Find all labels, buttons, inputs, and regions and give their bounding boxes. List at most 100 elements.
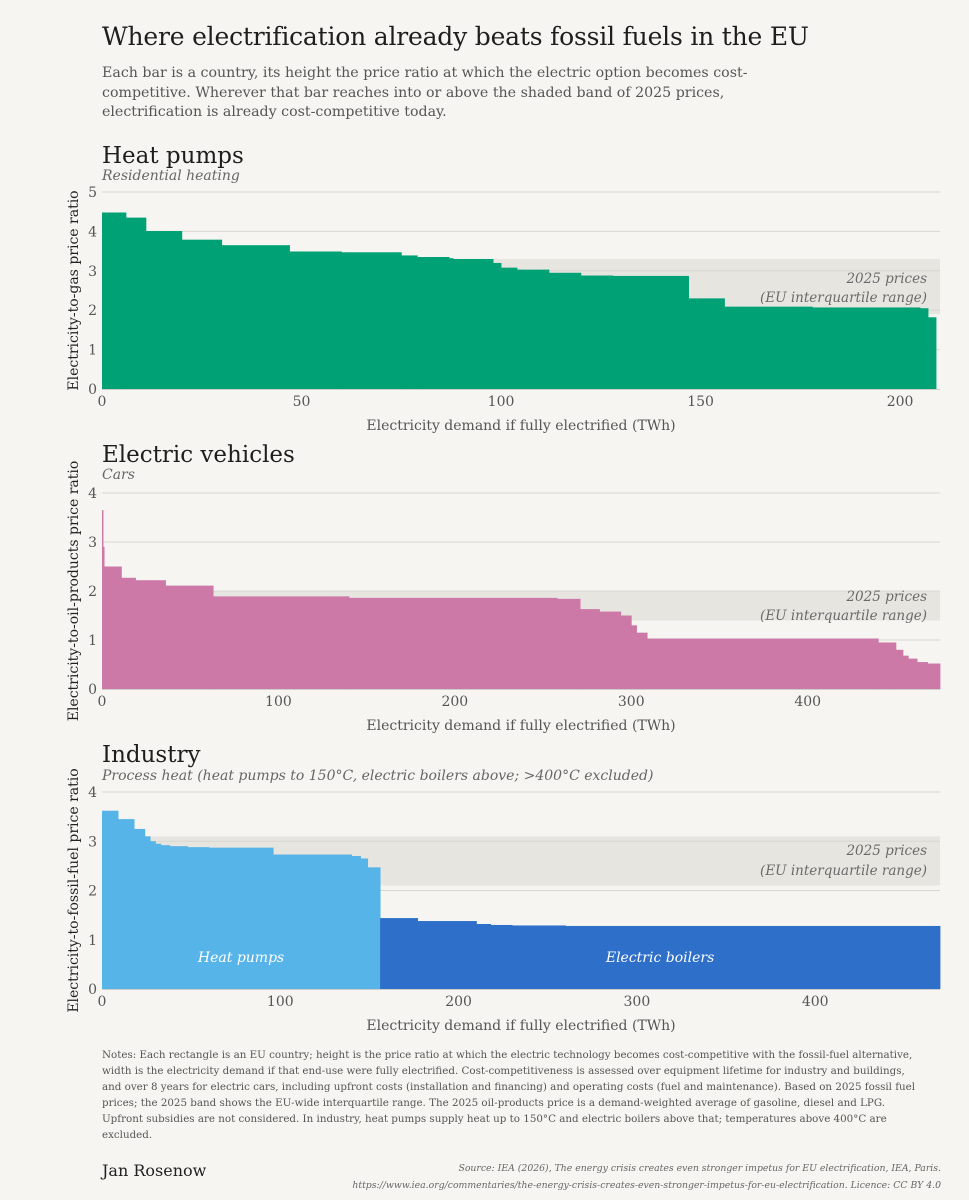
bar [125, 217, 147, 389]
bar [493, 262, 502, 389]
bar [118, 819, 135, 989]
y-tick-label: 2 [88, 303, 97, 319]
x-tick-label: 200 [441, 694, 468, 710]
bar [169, 846, 188, 989]
y-axis-label: Electricity-to-oil-products price ratio [66, 461, 82, 722]
source-line-2: https://www.iea.org/commentaries/the-ene… [352, 1180, 941, 1191]
series-electric-boilers [380, 918, 941, 989]
bar [565, 925, 941, 989]
x-tick-label: 0 [98, 394, 107, 410]
y-tick-label: 1 [88, 633, 97, 649]
bar [878, 642, 897, 689]
bar [548, 272, 582, 389]
bar [208, 847, 274, 989]
bar [289, 251, 342, 389]
x-tick-label: 0 [98, 994, 107, 1010]
bar [631, 625, 637, 689]
chart-electric-vehicles: 2025 prices (EU interquartile range) 0 1 2 3 4… [66, 442, 941, 734]
x-tick-label: 100 [265, 694, 292, 710]
x-axis-label: Electricity demand if fully electrified … [366, 1018, 675, 1034]
source-line-1: Source: IEA (2026), The energy crisis cr… [458, 1163, 941, 1174]
band-label-line-2: (EU interquartile range) [760, 608, 927, 624]
bar [341, 252, 402, 389]
band-label-line-1: 2025 prices [845, 843, 927, 859]
y-tick-label: 1 [88, 933, 97, 949]
chart-title: Industry [102, 742, 200, 768]
x-tick-label: 300 [618, 694, 645, 710]
bar [348, 597, 558, 689]
bar [102, 510, 104, 689]
x-tick-label: 100 [267, 994, 294, 1010]
y-axis-label: Electricity-to-gas price ratio [66, 190, 82, 390]
band-label-line-2: (EU interquartile range) [760, 863, 927, 879]
bar [134, 828, 146, 989]
series-label: Electric boilers [605, 950, 714, 966]
bar [103, 546, 105, 689]
x-tick-label: 200 [887, 394, 914, 410]
x-tick-label: 100 [488, 394, 515, 410]
bar [417, 921, 477, 989]
y-tick-label: 5 [88, 185, 97, 201]
bar [160, 845, 171, 989]
y-tick-label: 4 [88, 486, 97, 502]
bar [102, 212, 127, 389]
y-tick-label: 2 [88, 584, 97, 600]
chart-subtitle: Cars [102, 467, 135, 483]
bar [150, 841, 156, 989]
bar [453, 258, 494, 389]
bar [490, 924, 513, 989]
bar [145, 231, 183, 389]
x-tick-label: 300 [624, 994, 651, 1010]
bar [501, 267, 518, 389]
band-label-line-2: (EU interquartile range) [760, 290, 927, 306]
bar [351, 856, 361, 989]
y-tick-label: 0 [88, 382, 97, 398]
x-tick-label: 400 [802, 994, 829, 1010]
bar [380, 918, 418, 989]
x-tick-label: 200 [445, 994, 472, 1010]
bar [367, 867, 381, 989]
bar [135, 580, 166, 689]
y-tick-label: 0 [88, 682, 97, 698]
chart-title: Electric vehicles [102, 442, 295, 468]
bar [580, 609, 600, 689]
x-tick-label: 150 [687, 394, 714, 410]
bar [121, 577, 136, 689]
bar [417, 257, 450, 389]
bar [181, 239, 223, 389]
bar [187, 847, 210, 989]
chart-subtitle: Residential heating [101, 168, 240, 184]
series-bars [102, 510, 941, 689]
chart-industry: Heat pumps Electric boilers 2025 prices (EU… [66, 742, 941, 1034]
bar [512, 925, 566, 989]
band-label-line-1: 2025 prices [845, 589, 927, 605]
bar [647, 638, 879, 689]
bar [580, 275, 614, 389]
chart-heat-pumps: 2025 prices (EU interquartile range) 0 1 2 3 4… [66, 143, 940, 434]
bar [360, 858, 369, 989]
bar [144, 836, 151, 989]
y-tick-label: 2 [88, 884, 97, 900]
series-heat-pumps [102, 810, 381, 989]
bar [449, 258, 454, 389]
bar [401, 255, 418, 389]
x-tick-label: 0 [98, 694, 107, 710]
bar [612, 275, 689, 389]
y-axis-label: Electricity-to-fossil-fuel price ratio [66, 768, 82, 1012]
bar [917, 662, 929, 689]
bar [812, 307, 921, 389]
source-citation: Source: IEA (2026), The energy crisis cr… [241, 1160, 941, 1194]
bar [620, 615, 632, 689]
y-tick-label: 1 [88, 343, 97, 359]
chart-subtitle: Process heat (heat pumps to 150°C, elect… [101, 768, 653, 784]
y-tick-label: 4 [88, 224, 97, 240]
bar [102, 810, 119, 989]
bar [213, 596, 350, 689]
chart-title: Heat pumps [102, 143, 244, 169]
y-tick-label: 3 [88, 535, 97, 551]
bar [155, 843, 162, 989]
bar [221, 245, 290, 389]
y-tick-label: 3 [88, 264, 97, 280]
x-axis-label: Electricity demand if fully electrified … [366, 418, 675, 434]
x-tick-label: 400 [794, 694, 821, 710]
